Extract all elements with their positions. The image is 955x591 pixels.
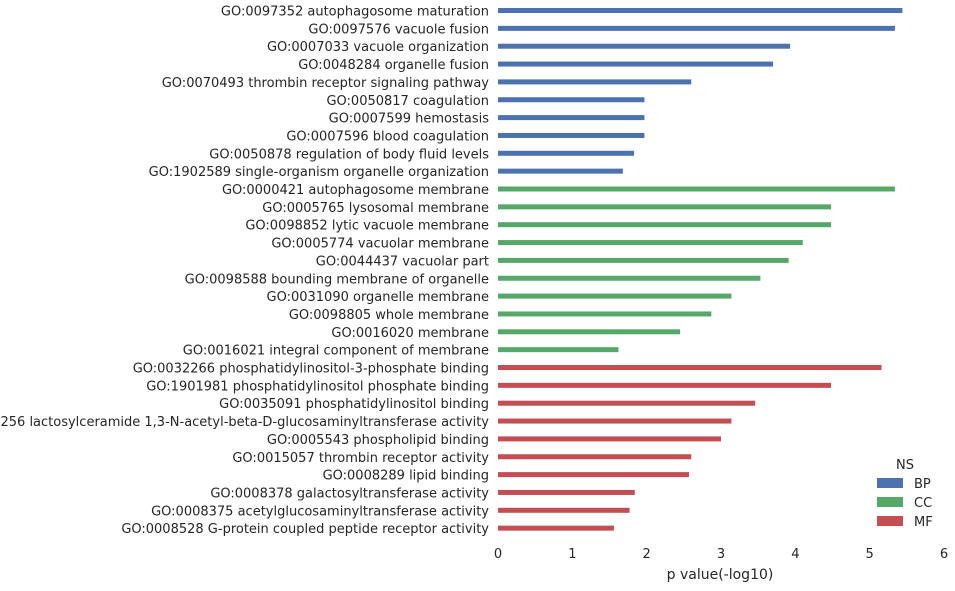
- bar-bp: [498, 150, 635, 156]
- legend-title: NS: [896, 458, 914, 473]
- bar-mf: [498, 400, 756, 406]
- category-label: GO:0008528 G-protein coupled peptide rec…: [121, 522, 489, 537]
- category-label: GO:0098588 bounding membrane of organell…: [185, 272, 489, 287]
- bars-group: [498, 8, 903, 531]
- x-tick-label: 6: [940, 547, 948, 562]
- legend: NS BP CC MF: [877, 458, 933, 530]
- legend-label-mf: MF: [914, 515, 933, 530]
- bar-bp: [498, 61, 774, 67]
- bar-mf: [498, 454, 692, 460]
- bar-mf: [498, 489, 635, 495]
- bar-mf: [498, 436, 721, 442]
- bar-bp: [498, 79, 692, 85]
- category-label: GO:0005543 phospholipid binding: [267, 433, 489, 448]
- category-label: GO:0000421 autophagosome membrane: [222, 183, 489, 198]
- bar-bp: [498, 168, 623, 174]
- category-label: GO:1902589 single-organism organelle org…: [149, 165, 489, 180]
- bar-mf: [498, 382, 832, 388]
- x-tick-label: 3: [717, 547, 725, 562]
- category-label: GO:0008378 galactosyltransferase activit…: [210, 486, 489, 501]
- category-label: GO:0097576 vacuole fusion: [308, 22, 489, 37]
- category-label: GO:0044437 vacuolar part: [316, 254, 489, 269]
- legend-label-bp: BP: [914, 477, 931, 492]
- category-label: GO:0047256 lactosylceramide 1,3-N-acetyl…: [0, 415, 489, 430]
- bar-cc: [498, 293, 732, 299]
- category-label: GO:0015057 thrombin receptor activity: [232, 451, 489, 466]
- x-tick-label: 5: [866, 547, 874, 562]
- bar-bp: [498, 97, 645, 103]
- x-tick-label: 0: [494, 547, 502, 562]
- category-label: GO:0032266 phosphatidylinositol-3-phosph…: [133, 362, 489, 377]
- bar-cc: [498, 311, 712, 317]
- category-label: GO:0016020 membrane: [331, 326, 489, 341]
- bar-bp: [498, 43, 791, 49]
- bar-bp: [498, 25, 895, 31]
- legend-swatch-cc: [877, 497, 903, 507]
- bar-mf: [498, 507, 630, 513]
- category-label: GO:0070493 thrombin receptor signaling p…: [162, 76, 490, 91]
- bar-cc: [498, 257, 789, 263]
- bar-bp: [498, 8, 903, 13]
- category-label: GO:0098805 whole membrane: [289, 308, 489, 323]
- bar-mf: [498, 418, 732, 424]
- legend-label-cc: CC: [914, 496, 932, 511]
- x-tick-label: 4: [791, 547, 799, 562]
- bar-cc: [498, 222, 832, 228]
- x-tick-label: 2: [643, 547, 651, 562]
- category-label: GO:0005774 vacuolar membrane: [271, 237, 489, 252]
- category-label: GO:0050878 regulation of body fluid leve…: [209, 147, 489, 162]
- category-label: GO:0050817 coagulation: [326, 94, 489, 109]
- bar-cc: [498, 329, 681, 335]
- category-label: GO:1901981 phosphatidylinositol phosphat…: [146, 379, 489, 394]
- bar-mf: [498, 525, 614, 531]
- bar-cc: [498, 347, 619, 353]
- category-label: GO:0007596 blood coagulation: [286, 129, 489, 144]
- category-label: GO:0008289 lipid binding: [323, 469, 489, 484]
- legend-swatch-mf: [877, 516, 903, 526]
- bar-cc: [498, 186, 895, 192]
- x-tick-labels: 0 1 2 3 4 5 6: [494, 547, 948, 562]
- category-labels: GO:0097352 autophagosome maturation GO:00…: [0, 5, 489, 538]
- bar-mf: [498, 472, 690, 478]
- legend-swatch-bp: [877, 478, 903, 488]
- category-label: GO:0098852 lytic vacuole membrane: [245, 219, 489, 234]
- legend-items: BP CC MF: [877, 477, 933, 530]
- bar-cc: [498, 275, 761, 281]
- x-axis-label: p value(-log10): [667, 567, 774, 583]
- x-tick-label: 1: [568, 547, 576, 562]
- bar-cc: [498, 240, 803, 246]
- bar-bp: [498, 132, 645, 138]
- category-label: GO:0097352 autophagosome maturation: [221, 5, 489, 20]
- category-label: GO:0016021 integral component of membran…: [183, 344, 489, 359]
- bar-cc: [498, 204, 832, 210]
- category-label: GO:0031090 organelle membrane: [267, 290, 490, 305]
- category-label: GO:0035091 phosphatidylinositol binding: [219, 397, 489, 412]
- category-label: GO:0005765 lysosomal membrane: [262, 201, 489, 216]
- category-label: GO:0007599 hemostasis: [329, 112, 490, 127]
- bar-bp: [498, 115, 645, 121]
- category-label: GO:0008375 acetylglucosaminyltransferase…: [151, 504, 489, 519]
- category-label: GO:0048284 organelle fusion: [298, 58, 489, 73]
- bar-mf: [498, 365, 882, 370]
- category-label: GO:0007033 vacuole organization: [267, 40, 489, 55]
